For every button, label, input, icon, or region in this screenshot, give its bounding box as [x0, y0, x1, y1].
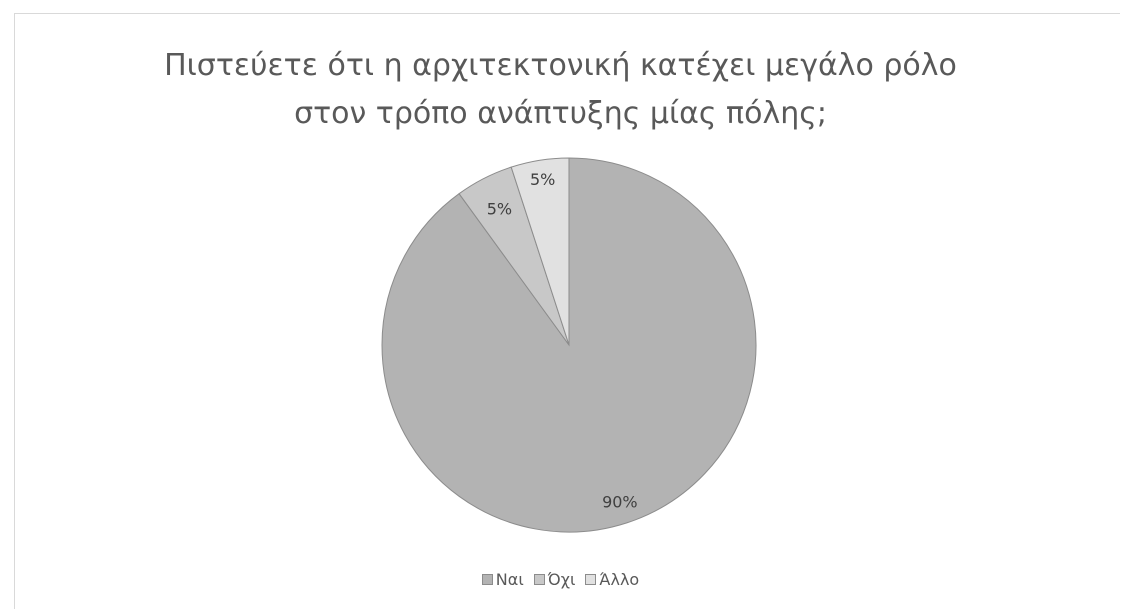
legend-item-2: Όχι	[533, 570, 576, 589]
data-label-1: 90%	[602, 493, 638, 512]
chart-title: Πιστεύετε ότι η αρχιτεκτονική κατέχει με…	[0, 42, 1121, 138]
legend-item-1: Ναι	[481, 570, 524, 589]
legend-item-3: Άλλο	[585, 570, 639, 589]
legend-swatch-3	[585, 574, 597, 585]
legend-swatch-1	[481, 574, 493, 585]
data-label-2: 5%	[487, 199, 512, 218]
chart-title-line-1: Πιστεύετε ότι η αρχιτεκτονική κατέχει με…	[164, 48, 957, 83]
chart-title-line-2: στον τρόπο ανάπτυξης μίας πόλης;	[294, 96, 827, 131]
legend-label-2: Όχι	[547, 570, 576, 589]
data-label-3: 5%	[530, 170, 555, 189]
chart-legend: Ναι Όχι Άλλο	[0, 570, 1121, 589]
legend-label-3: Άλλο	[599, 570, 640, 589]
legend-label-1: Ναι	[495, 570, 524, 589]
legend-swatch-2	[533, 574, 545, 585]
pie-data-labels: 90% 5% 5%	[487, 170, 638, 512]
pie-slice-3	[510, 157, 570, 346]
pie-slices	[381, 157, 757, 533]
